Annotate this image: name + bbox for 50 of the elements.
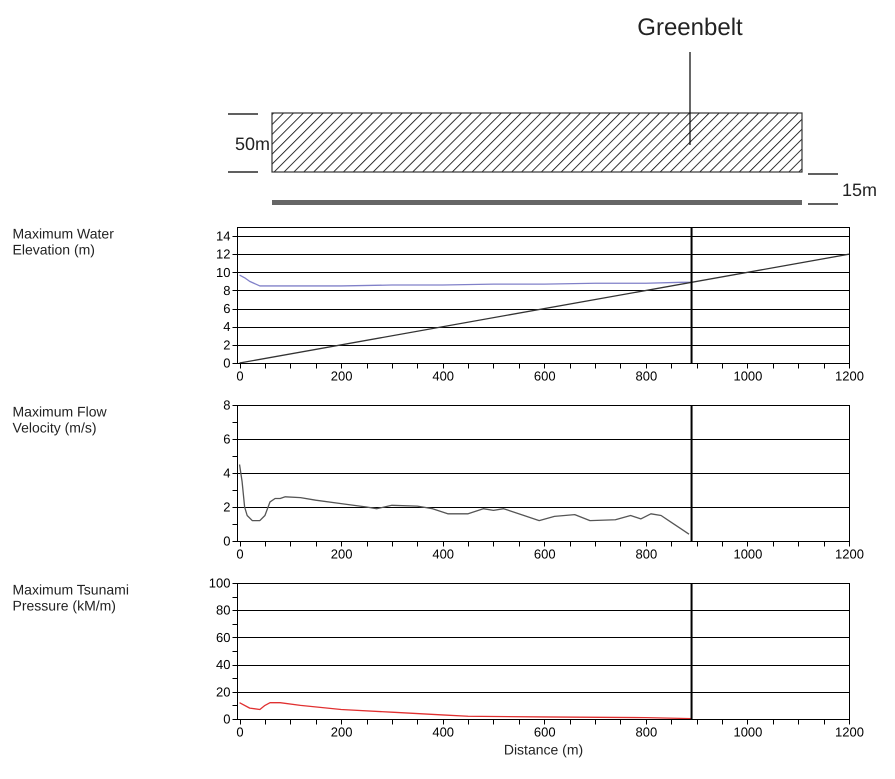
y-axis-title: Maximum Water Elevation (m): [12, 226, 114, 258]
x-tick-label: 400: [432, 546, 454, 562]
x-tick-label: 200: [330, 546, 352, 562]
y-tick-label: 2: [223, 500, 230, 514]
x-tick-label: 1000: [733, 724, 762, 740]
y-tick-label: 0: [223, 534, 230, 548]
x-tick-label: 400: [432, 724, 454, 740]
y-tick-label: 6: [223, 301, 230, 316]
y-tick-label: 8: [223, 398, 230, 412]
x-tick-label: 200: [330, 724, 352, 740]
y-axis-title: Maximum Flow Velocity (m/s): [12, 404, 108, 436]
x-tick-label: 0: [236, 546, 244, 562]
x-tick-label: 800: [635, 546, 658, 562]
x-tick-label: 800: [635, 368, 658, 384]
y-tick-label: 4: [223, 466, 230, 480]
x-axis-title: Distance (m): [504, 742, 584, 758]
x-tick-label: 1200: [835, 546, 864, 562]
text: Greenbelt: [637, 14, 744, 41]
x-tick-label: 1000: [733, 546, 762, 562]
y-tick-label: 40: [216, 657, 230, 672]
y-tick-label: 2: [223, 337, 230, 352]
y-tick-label: 0: [223, 712, 230, 726]
line-series: [238, 702, 692, 719]
y-tick-label: 8: [223, 282, 230, 298]
x-tick-label: 600: [534, 368, 556, 384]
y-tick-label: 10: [216, 264, 230, 280]
y-axis-title: Maximum Tsunami Pressure (kM/m): [12, 582, 129, 614]
line-series: [238, 274, 692, 287]
x-tick-label: 1200: [835, 724, 864, 740]
y-tick-label: 100: [208, 576, 230, 590]
x-tick-label: 600: [534, 546, 556, 562]
x-tick-label: 0: [236, 368, 244, 384]
y-tick-label: 6: [223, 432, 230, 446]
y-tick-label: 14: [216, 228, 230, 244]
y-tick-label: 0: [223, 356, 230, 370]
line-series: [238, 464, 690, 535]
x-tick-label: 800: [635, 724, 658, 740]
y-tick-label: 80: [216, 602, 230, 618]
y-tick-label: 12: [216, 246, 230, 262]
x-tick-label: 1200: [835, 368, 864, 384]
y-tick-label: 20: [216, 684, 230, 700]
y-tick-label: 60: [216, 630, 230, 645]
text: 50m: [234, 134, 270, 154]
text: 15m: [842, 180, 878, 200]
x-tick-label: 600: [534, 724, 556, 740]
y-tick-label: 4: [223, 319, 230, 334]
x-tick-label: 1000: [733, 368, 762, 384]
x-tick-label: 200: [330, 368, 352, 384]
x-tick-label: 400: [432, 368, 454, 384]
x-tick-label: 0: [236, 724, 244, 740]
